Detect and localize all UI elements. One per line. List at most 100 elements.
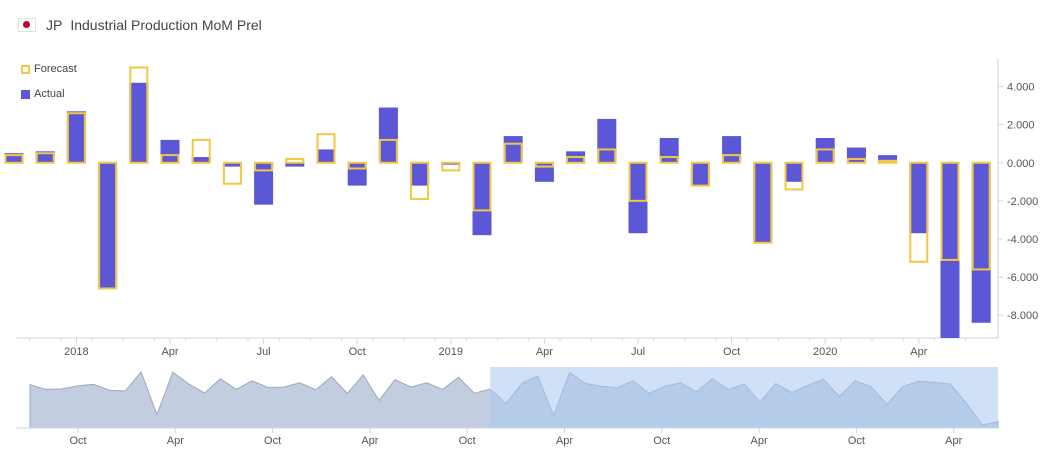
navigator[interactable]: Oct Apr Oct Apr Oct Apr Oct Apr Oct Apr (16, 367, 999, 447)
navigator-tick-label: Oct (459, 435, 476, 447)
y-tick-label: 0.000 (1007, 158, 1035, 170)
forecast-bar (285, 157, 305, 164)
navigator-tick-label: Oct (264, 435, 281, 447)
forecast-bar (160, 154, 180, 164)
forecast-bar (35, 152, 55, 164)
actual-bar (690, 162, 710, 186)
actual-bar (316, 149, 336, 163)
y-tick-label: -8.000 (1007, 310, 1038, 322)
forecast-bar (690, 161, 710, 187)
navigator-tick-label: Oct (848, 435, 865, 447)
forecast-bar (597, 148, 617, 164)
forecast-bar (846, 157, 866, 164)
forecast-bar (378, 138, 398, 164)
forecast-bar (410, 161, 430, 200)
y-tick-label: 4.000 (1007, 82, 1035, 94)
navigator-tick-label: Oct (653, 435, 670, 447)
y-tick-label: 2.000 (1007, 120, 1035, 132)
actual-swatch-icon (21, 89, 30, 99)
legend: Forecast Actual (21, 62, 77, 112)
x-tick-label: Apr (161, 346, 178, 358)
legend-item-actual[interactable]: Actual (21, 87, 77, 101)
actual-bar (378, 107, 398, 163)
forecast-bar (815, 148, 835, 164)
navigator-tick-label: Apr (167, 435, 184, 447)
forecast-bar (347, 161, 367, 170)
actual-bar (971, 162, 991, 323)
legend-actual-label: Actual (34, 88, 65, 100)
forecast-bar (566, 156, 586, 164)
forecast-swatch-icon (21, 64, 30, 74)
actual-bar (35, 151, 55, 163)
forecast-bar (534, 161, 554, 168)
country-code: JP (46, 17, 63, 33)
actual-bar (160, 139, 180, 163)
actual-bar (628, 162, 648, 234)
chart-header: JP Industrial Production MoM Prel (18, 14, 262, 36)
x-tick-label: Jul (257, 346, 271, 358)
forecast-bar (316, 133, 336, 164)
forecast-bar (659, 156, 679, 164)
navigator-selection-mask (490, 367, 998, 428)
x-tick-label: 2018 (64, 346, 88, 358)
legend-forecast-label: Forecast (34, 63, 77, 75)
forecast-bar (4, 154, 24, 164)
forecast-bar (472, 161, 492, 212)
forecast-bar (753, 161, 773, 244)
chart-axes: 4.000 2.000 0.000 -2.000 -4.000 -6.000 -8.000 2… (16, 58, 1038, 358)
actual-bar (191, 157, 211, 163)
x-tick-label: Jul (631, 346, 645, 358)
y-tick-label: -4.000 (1007, 234, 1038, 246)
flag-sun-icon (23, 21, 30, 28)
forecast-bar (909, 161, 929, 263)
x-tick-label: Apr (536, 346, 553, 358)
actual-bar (753, 162, 773, 243)
forecast-bar (66, 112, 86, 164)
actual-bar (285, 162, 305, 167)
actual-bar (722, 136, 742, 163)
navigator-tick-label: Apr (945, 435, 962, 447)
navigator-tick-label: Apr (556, 435, 573, 447)
y-tick-label: -6.000 (1007, 272, 1038, 284)
chart-bars (4, 66, 991, 338)
chart-title: Industrial Production MoM Prel (70, 17, 262, 33)
navigator-tick-label: Oct (69, 435, 86, 447)
actual-bar (129, 82, 149, 163)
forecast-bar (628, 161, 648, 202)
forecast-bar (98, 161, 118, 290)
actual-bar (846, 147, 866, 163)
forecast-bar (722, 154, 742, 164)
actual-bar (940, 162, 960, 338)
actual-bar (254, 162, 274, 205)
japan-flag-icon (18, 18, 36, 32)
actual-bar (472, 162, 492, 236)
forecast-bar (222, 161, 242, 185)
actual-bar (222, 162, 242, 167)
actual-bar (4, 153, 24, 163)
forecast-bar (971, 161, 991, 271)
navigator-tick-label: Apr (361, 435, 378, 447)
x-tick-label: Apr (910, 346, 927, 358)
forecast-bar (441, 161, 461, 172)
actual-bar (98, 162, 118, 289)
actual-bar (66, 111, 86, 163)
y-tick-label: -2.000 (1007, 196, 1038, 208)
actual-bar (878, 155, 898, 163)
forecast-bar (878, 159, 898, 164)
actual-bar (347, 162, 367, 186)
forecast-bar (191, 138, 211, 164)
x-tick-label: Oct (723, 346, 740, 358)
actual-bar (503, 136, 523, 163)
x-tick-label: 2019 (439, 346, 463, 358)
forecast-bar (129, 66, 149, 164)
actual-bar (909, 162, 929, 234)
legend-item-forecast[interactable]: Forecast (21, 62, 77, 76)
x-tick-label: Oct (349, 346, 366, 358)
forecast-bar (503, 142, 523, 164)
x-tick-label: 2020 (813, 346, 837, 358)
actual-bar (659, 138, 679, 163)
actual-bar (597, 118, 617, 163)
actual-bar (784, 162, 804, 182)
actual-bar (410, 162, 430, 186)
